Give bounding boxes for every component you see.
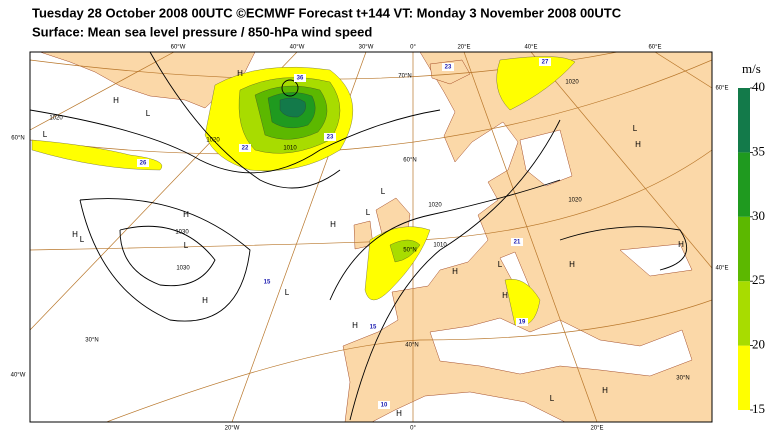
- pressure-center: L: [498, 260, 503, 269]
- pressure-center: L: [80, 235, 85, 244]
- wind-max-label: 23: [445, 65, 452, 71]
- title: Tuesday 28 October 2008 00UTC ©ECMWF For…: [32, 5, 622, 20]
- subtitle: Surface: Mean sea level pressure / 850-h…: [32, 24, 372, 39]
- colorbar-band: [738, 281, 750, 346]
- graticule-label: 20°E: [457, 45, 470, 51]
- pressure-center: L: [633, 124, 638, 133]
- graticule-label: 40°E: [715, 266, 728, 272]
- graticule-label: 40°W: [11, 373, 26, 379]
- pressure-center: H: [183, 210, 189, 219]
- pressure-center: H: [452, 267, 458, 276]
- graticule-label: 60°E: [648, 45, 661, 51]
- isobar-label: 1020: [428, 203, 442, 209]
- pressure-center: H: [635, 140, 641, 149]
- wind-max-label: 27: [542, 60, 549, 66]
- pressure-center: H: [602, 386, 608, 395]
- wind-max-box: [378, 401, 390, 409]
- graticule-label: 40°W: [290, 45, 305, 51]
- graticule-label: 30°N: [676, 376, 689, 382]
- wind-max-label: 23: [327, 135, 334, 141]
- colorbar-band: [738, 152, 750, 217]
- wind-max-label: 15: [370, 325, 377, 331]
- pressure-center: L: [366, 208, 371, 217]
- wind-max-box: [516, 318, 528, 326]
- pressure-center: H: [396, 409, 402, 418]
- pressure-center: H: [352, 321, 358, 330]
- wind-max-label: 10: [381, 403, 388, 409]
- isobar-label: 1030: [175, 230, 189, 236]
- graticule-label: 60°W: [171, 45, 186, 51]
- graticule-label: 30°N: [85, 338, 98, 344]
- graticule-label: 20°W: [225, 426, 240, 432]
- pressure-center: L: [43, 130, 48, 139]
- wind-max-label: 36: [297, 76, 304, 82]
- isobar-label: 1020: [49, 116, 63, 122]
- wind-max-box: [367, 323, 379, 331]
- colorbar-tick-label: 35: [752, 143, 765, 158]
- isobar-label: 1010: [283, 146, 297, 152]
- graticule-label: 60°N: [11, 136, 24, 142]
- wind-max-box: [239, 144, 251, 152]
- wind-max-label: 15: [264, 280, 271, 286]
- colorbar-tick-label: 40: [752, 79, 765, 94]
- pressure-center: H: [569, 260, 575, 269]
- wind-max-box: [261, 278, 273, 286]
- colorbar-tick-label: 15: [752, 401, 765, 416]
- colorbar-band: [738, 216, 750, 282]
- colorbar-tick-label: 20: [752, 337, 765, 352]
- isobar-label: 1020: [568, 198, 582, 204]
- graticule-label: 70°N: [398, 74, 411, 80]
- wind-max-label: 19: [519, 320, 526, 326]
- graticule-label: 30°W: [359, 45, 374, 51]
- pressure-center: L: [381, 187, 386, 196]
- wind-max-box: [137, 159, 149, 167]
- land: [39, 52, 712, 422]
- graticule-label: 60°N: [403, 158, 416, 164]
- graticule-label: 20°E: [590, 426, 603, 432]
- wind-max-label: 21: [514, 240, 521, 246]
- colorbar-unit: m/s: [742, 61, 761, 76]
- pressure-center: L: [550, 394, 555, 403]
- graticule-label: 0°: [410, 426, 416, 432]
- pressure-center: L: [285, 288, 290, 297]
- colorbar-band: [738, 345, 750, 410]
- isobar-label: 1020: [565, 80, 579, 86]
- pressure-center: H: [72, 230, 78, 239]
- pressure-center: H: [678, 240, 684, 249]
- pressure-center: H: [237, 69, 243, 78]
- wind-max-label: 26: [140, 161, 147, 167]
- graticule-label: 0°: [410, 45, 416, 51]
- map: [29, 51, 713, 423]
- graticule-label: 60°E: [715, 86, 728, 92]
- wind-max-box: [442, 63, 454, 71]
- pressure-center: H: [502, 291, 508, 300]
- graticule-label: 50°N: [403, 248, 416, 254]
- pressure-center: H: [330, 220, 336, 229]
- wind-max-box: [539, 58, 551, 66]
- wind-max-label: 22: [242, 146, 249, 152]
- colorbar-tick-label: 25: [752, 272, 765, 287]
- graticule-label: 40°N: [405, 343, 418, 349]
- wind-max-box: [324, 133, 336, 141]
- isobar-label: 1020: [206, 138, 220, 144]
- pressure-center: L: [146, 109, 151, 118]
- pressure-center: H: [113, 96, 119, 105]
- colorbar: m/s 15 20 25 30 35 40: [738, 61, 765, 416]
- wind-max-box: [511, 238, 523, 246]
- map-frame: [29, 51, 713, 423]
- map-labels: 60°W 40°W 30°W 0° 20°E 40°E 60°E 60°E 40°E 60°N 40…: [11, 45, 729, 432]
- isobar-label: 1010: [433, 243, 447, 249]
- colorbar-band: [738, 88, 750, 153]
- isobars: [30, 52, 688, 421]
- wind-max-box: [294, 74, 306, 82]
- graticule-label: 40°E: [524, 45, 537, 51]
- pressure-center: H: [202, 296, 208, 305]
- isobar-label: 1030: [176, 266, 190, 272]
- colorbar-tick-label: 30: [752, 208, 765, 223]
- pressure-center: L: [184, 241, 189, 250]
